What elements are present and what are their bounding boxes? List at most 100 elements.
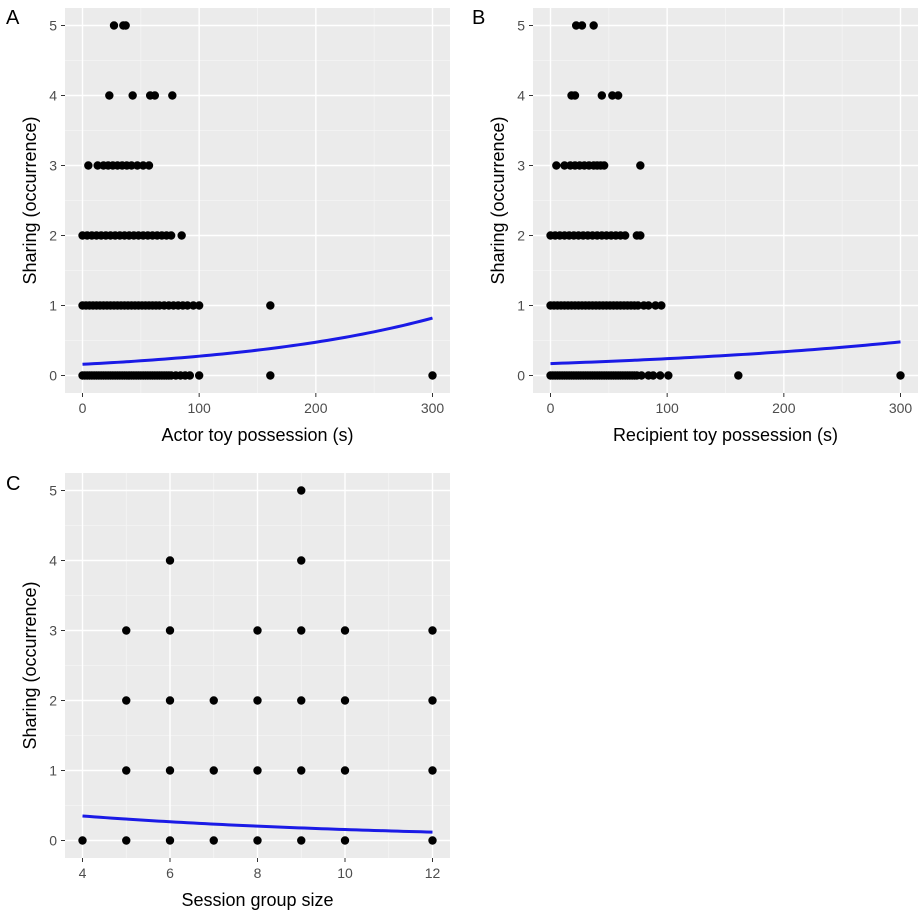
x-tick-label: 100 — [655, 400, 679, 416]
data-point — [166, 231, 176, 240]
data-point — [128, 91, 137, 100]
data-point — [122, 836, 131, 845]
data-point — [127, 161, 136, 170]
data-point — [340, 836, 350, 845]
y-tick-label: 2 — [49, 228, 57, 244]
data-point — [651, 301, 660, 310]
data-point — [570, 91, 580, 100]
data-point — [297, 486, 306, 495]
data-point — [577, 21, 587, 30]
data-point — [189, 301, 198, 310]
data-point — [636, 161, 645, 170]
data-point — [165, 766, 175, 775]
data-point — [428, 836, 437, 845]
data-point — [266, 371, 275, 380]
y-tick-label: 2 — [517, 228, 525, 244]
y-tick-label: 0 — [517, 368, 525, 384]
y-tick-label: 4 — [49, 553, 57, 569]
data-point — [340, 696, 350, 705]
data-point — [209, 836, 218, 845]
y-tick-label: 2 — [49, 693, 57, 709]
panel-a: 0 100 200 300 0 1 2 3 4 5 Actor toy possession (s)… — [6, 7, 450, 445]
data-point — [253, 766, 262, 775]
y-tick-label: 1 — [49, 298, 57, 314]
data-point — [896, 371, 905, 380]
data-point — [194, 371, 204, 380]
data-point — [109, 21, 119, 30]
y-tick-label: 3 — [517, 158, 525, 174]
x-tick-label: 6 — [166, 865, 174, 881]
x-tick-label: 200 — [304, 400, 328, 416]
fit-line — [82, 814, 433, 834]
data-point — [253, 696, 262, 705]
data-point — [620, 231, 630, 240]
data-point — [138, 161, 148, 170]
data-point — [636, 231, 645, 240]
x-axis-title: Actor toy possession (s) — [161, 425, 353, 445]
fit-line — [82, 316, 433, 366]
data-point — [664, 371, 673, 380]
panel-label: A — [6, 7, 20, 29]
data-point — [144, 161, 154, 170]
data-point — [297, 696, 306, 705]
x-tick-label: 300 — [889, 400, 913, 416]
y-tick-label: 5 — [517, 18, 525, 34]
data-point — [165, 626, 175, 635]
data-point — [552, 161, 561, 170]
data-point — [297, 556, 306, 565]
data-point — [428, 696, 437, 705]
data-point — [253, 626, 262, 635]
panel-label: B — [472, 7, 485, 29]
data-point — [133, 161, 142, 170]
x-tick-label: 0 — [79, 400, 87, 416]
data-point — [122, 696, 131, 705]
data-point — [633, 301, 643, 310]
data-point — [165, 556, 175, 565]
data-point — [183, 301, 192, 310]
data-point — [655, 371, 665, 380]
data-point — [177, 231, 186, 240]
data-point — [657, 301, 666, 310]
data-point — [209, 696, 218, 705]
data-point — [297, 836, 306, 845]
data-point — [589, 21, 598, 30]
data-point — [105, 91, 114, 100]
x-tick-label: 8 — [254, 865, 262, 881]
data-point — [165, 836, 175, 845]
y-tick-label: 5 — [49, 483, 57, 499]
data-point — [428, 371, 437, 380]
data-point — [571, 21, 581, 30]
data-point — [194, 301, 204, 310]
data-point — [597, 91, 607, 100]
y-axis-title: Sharing (occurrence) — [20, 116, 40, 284]
y-tick-label: 4 — [517, 88, 525, 104]
y-axis-title: Sharing (occurrence) — [20, 581, 40, 749]
data-point — [297, 766, 306, 775]
data-point — [185, 371, 195, 380]
data-point — [209, 766, 218, 775]
data-point — [599, 161, 609, 170]
x-tick-label: 200 — [772, 400, 796, 416]
x-tick-label: 10 — [337, 865, 353, 881]
data-point — [297, 626, 306, 635]
x-tick-label: 0 — [547, 400, 555, 416]
data-point — [608, 91, 617, 100]
data-point — [266, 301, 275, 310]
y-axis-title: Sharing (occurrence) — [488, 116, 508, 284]
y-tick-label: 0 — [49, 833, 57, 849]
data-point — [340, 626, 350, 635]
data-point — [93, 161, 102, 170]
x-tick-label: 4 — [79, 865, 87, 881]
data-point — [168, 91, 177, 100]
data-point — [428, 626, 437, 635]
data-point — [121, 21, 130, 30]
x-axis-title: Recipient toy possession (s) — [613, 425, 838, 445]
data-point — [644, 301, 653, 310]
y-tick-label: 1 — [49, 763, 57, 779]
data-point — [734, 371, 743, 380]
data-point — [78, 836, 87, 845]
y-tick-label: 1 — [517, 298, 525, 314]
y-tick-label: 5 — [49, 18, 57, 34]
data-point — [637, 371, 646, 380]
data-point — [648, 371, 658, 380]
